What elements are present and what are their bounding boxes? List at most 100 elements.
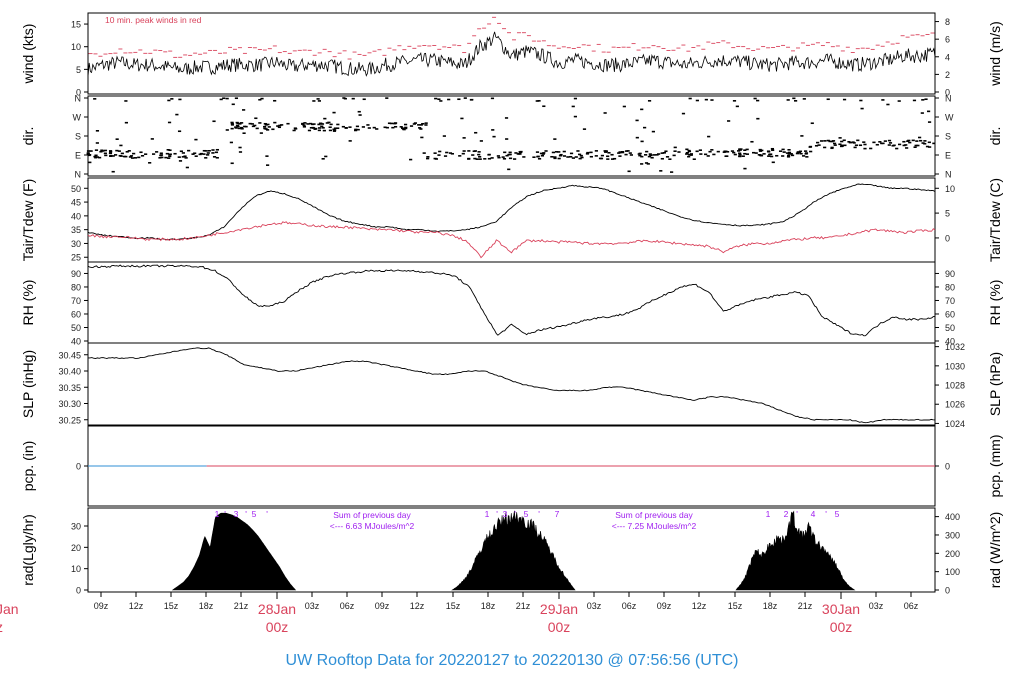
tick-label-right: 0 bbox=[945, 586, 950, 596]
y-axis-label-right: RH (%) bbox=[987, 280, 1003, 326]
radiation-area-day-1 bbox=[171, 512, 297, 591]
tick-label-left: 60 bbox=[71, 309, 81, 319]
tick-label-left: 30.25 bbox=[58, 415, 81, 425]
tick-label-left: 90 bbox=[71, 269, 81, 279]
tick-label-left: W bbox=[73, 113, 82, 123]
tick-label-right: 70 bbox=[945, 296, 955, 306]
panel-frame bbox=[87, 261, 936, 344]
tick-label-left: 30 bbox=[71, 239, 81, 249]
hour-tick-label: 18z bbox=[199, 601, 214, 611]
solar-hour-marker: ' bbox=[224, 509, 226, 519]
solar-hour-marker: 1 bbox=[766, 509, 771, 519]
tick-label-left: 30 bbox=[71, 522, 81, 532]
solar-hour-marker: 2 bbox=[784, 509, 789, 519]
tick-label-left: 30.35 bbox=[58, 383, 81, 393]
tick-label-right: 0 bbox=[945, 88, 950, 98]
tick-label-right: 1028 bbox=[945, 381, 965, 391]
day-label-time: 00z bbox=[830, 619, 853, 635]
hour-tick-label: 12z bbox=[129, 601, 144, 611]
tick-label-left: 50 bbox=[71, 323, 81, 333]
solar-hour-marker: 5 bbox=[835, 509, 840, 519]
tick-label-right: 0 bbox=[945, 462, 950, 472]
panel-precipitation: pcp. (in) pcp. (mm) 0 0 bbox=[20, 425, 1003, 507]
tick-label-right: 100 bbox=[945, 567, 960, 577]
hour-tick-label: 15z bbox=[728, 601, 743, 611]
y-axis-label-right: pcp. (mm) bbox=[987, 435, 1003, 498]
panel-radiation: rad(Lgly/hr) rad (W/m^2)01020300100200300… bbox=[20, 507, 1003, 596]
solar-hour-marker: ' bbox=[514, 509, 516, 519]
tick-label-left: 45 bbox=[71, 198, 81, 208]
solar-hour-marker: ' bbox=[496, 509, 498, 519]
tick-label-right: 5 bbox=[945, 209, 950, 219]
radiation-area-day-3 bbox=[735, 510, 856, 591]
day-label-date: 30Jan bbox=[822, 601, 860, 617]
hour-tick-label: 12z bbox=[410, 601, 425, 611]
y-axis-label-left: Tair/Tdew (F) bbox=[20, 179, 36, 261]
wind-speed-line bbox=[87, 31, 936, 77]
tick-label-left: 5 bbox=[76, 65, 81, 75]
solar-hour-marker: 3 bbox=[503, 509, 508, 519]
tick-label-right: 0 bbox=[945, 233, 950, 243]
hour-tick-label: 18z bbox=[763, 601, 778, 611]
y-axis-label-right: wind (m/s) bbox=[987, 21, 1003, 87]
tick-label-right: 200 bbox=[945, 549, 960, 559]
radiation-sum-title: Sum of previous day bbox=[615, 510, 693, 520]
y-axis-label-right: SLP (hPa) bbox=[987, 352, 1003, 416]
tick-label-left: 0 bbox=[76, 88, 81, 98]
tick-label-left: S bbox=[75, 132, 81, 142]
tick-label-left: 0 bbox=[76, 586, 81, 596]
tick-label-right: W bbox=[945, 113, 954, 123]
radiation-sum-value: <--- 6.63 MJoules/m^2 bbox=[330, 521, 415, 531]
tick-label-left: N bbox=[75, 94, 82, 104]
y-axis-label-left: RH (%) bbox=[20, 280, 36, 326]
partial-day-label-time: z bbox=[0, 619, 3, 635]
hour-tick-label: 06z bbox=[904, 601, 919, 611]
peak-wind-annotation: 10 min. peak winds in red bbox=[105, 15, 202, 25]
tick-label-left: 25 bbox=[71, 253, 81, 263]
time-axis: 09z 12z 15z 18z 21z 03z 06z 09z 12z 15z 18z 21z 03z 0… bbox=[0, 592, 919, 635]
partial-day-label-date: Jan bbox=[0, 601, 19, 617]
solar-hour-marker: ' bbox=[245, 509, 247, 519]
tick-label-left: N bbox=[75, 170, 82, 180]
hour-tick-label: 06z bbox=[622, 601, 637, 611]
hour-tick-label: 03z bbox=[869, 601, 884, 611]
tick-label-right: S bbox=[945, 132, 951, 142]
y-axis-label-left: rad(Lgly/hr) bbox=[20, 514, 36, 586]
panel-frame bbox=[87, 95, 936, 177]
tick-label-right: 2 bbox=[945, 70, 950, 80]
air-temperature-line bbox=[87, 183, 936, 241]
day-label-time: 00z bbox=[548, 619, 571, 635]
tick-label-right: 1024 bbox=[945, 419, 965, 429]
hour-tick-label: 21z bbox=[798, 601, 813, 611]
tick-label-left: 0 bbox=[76, 462, 81, 472]
tick-label-left: E bbox=[75, 151, 81, 161]
panel-frame bbox=[87, 342, 936, 426]
tick-label-right: 80 bbox=[945, 282, 955, 292]
tick-label-left: 30.45 bbox=[58, 350, 81, 360]
solar-hour-marker: 5 bbox=[524, 509, 529, 519]
tick-label-right: 1026 bbox=[945, 400, 965, 410]
solar-hour-marker: 7 bbox=[555, 509, 560, 519]
solar-hour-marker: ' bbox=[825, 509, 827, 519]
dewpoint-line bbox=[87, 221, 936, 259]
tick-label-left: 70 bbox=[71, 296, 81, 306]
tick-label-right: 300 bbox=[945, 530, 960, 540]
tick-label-right: N bbox=[945, 94, 952, 104]
solar-hour-marker: 3 bbox=[234, 509, 239, 519]
hour-tick-label: 03z bbox=[587, 601, 602, 611]
hour-tick-label: 15z bbox=[164, 601, 179, 611]
y-axis-label-left: dir. bbox=[20, 127, 36, 146]
tick-label-left: 30.40 bbox=[58, 367, 81, 377]
solar-hour-marker: 1 bbox=[215, 509, 220, 519]
y-axis-label-right: Tair/Tdew (C) bbox=[987, 178, 1003, 262]
panel-wind: wind (kts) wind (m/s) 0 5 10 15 0 2 4 6 8 10 min. p… bbox=[20, 12, 1003, 98]
solar-hour-marker: 4 bbox=[811, 509, 816, 519]
y-axis-label-right: dir. bbox=[987, 127, 1003, 146]
tick-label-right: 50 bbox=[945, 323, 955, 333]
tick-label-left: 15 bbox=[71, 20, 81, 30]
hour-tick-label: 03z bbox=[305, 601, 320, 611]
hour-tick-label: 18z bbox=[481, 601, 496, 611]
tick-label-right: 6 bbox=[945, 35, 950, 45]
tick-label-right: 90 bbox=[945, 269, 955, 279]
